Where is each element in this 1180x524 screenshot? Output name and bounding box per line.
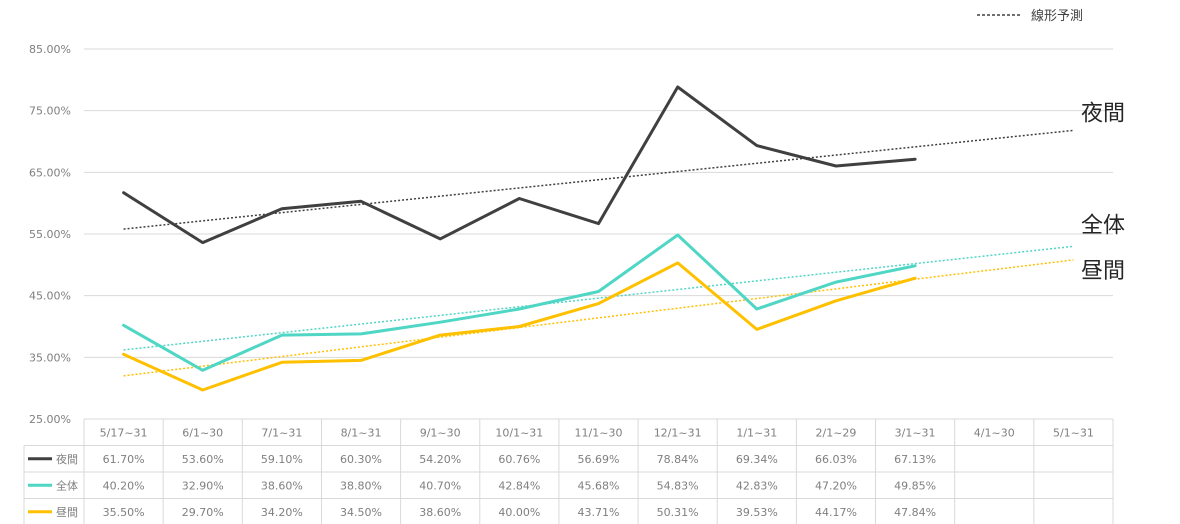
data-label: 34.50% <box>340 506 382 519</box>
x-tick-label: 2/1~29 <box>816 426 857 439</box>
data-label: 40.70% <box>419 479 461 492</box>
data-label: 61.70% <box>103 453 145 466</box>
x-tick-label: 4/1~30 <box>974 426 1015 439</box>
gridlines <box>84 48 1113 358</box>
data-label: 40.20% <box>103 479 145 492</box>
series-name: 全体 <box>56 478 78 492</box>
data-label: 39.53% <box>736 506 778 519</box>
data-label: 40.00% <box>498 506 540 519</box>
data-table: 5/17~31 6/1~30 7/1~31 8/1~31 9/1~30 10/1~31 11… <box>23 418 1114 524</box>
trend-line <box>123 129 1074 230</box>
data-label: 59.10% <box>261 453 303 466</box>
y-tick-label: 85.00% <box>29 43 71 56</box>
data-label: 42.83% <box>736 479 778 492</box>
series-lines <box>122 85 917 392</box>
trend-lines <box>123 129 1074 377</box>
data-label: 38.60% <box>261 479 303 492</box>
series-line <box>122 233 917 372</box>
data-label: 35.50% <box>103 506 145 519</box>
x-tick-label: 9/1~30 <box>420 426 461 439</box>
series-name: 夜間 <box>56 452 78 466</box>
y-tick-label: 65.00% <box>29 166 71 179</box>
data-label: 49.85% <box>894 479 936 492</box>
y-tick-label: 55.00% <box>29 228 71 241</box>
data-label: 38.60% <box>419 506 461 519</box>
data-label: 78.84% <box>657 453 699 466</box>
data-label: 38.80% <box>340 479 382 492</box>
y-tick-label: 75.00% <box>29 105 71 118</box>
series-end-label: 昼間 <box>1081 259 1125 284</box>
data-label: 45.68% <box>578 479 620 492</box>
x-tick-label: 8/1~31 <box>341 426 382 439</box>
x-tick-label: 12/1~31 <box>654 426 702 439</box>
series-end-label: 夜間 <box>1081 101 1125 126</box>
data-label: 42.84% <box>498 479 540 492</box>
series-line <box>122 261 917 392</box>
data-label: 66.03% <box>815 453 857 466</box>
data-label: 32.90% <box>182 479 224 492</box>
data-label: 69.34% <box>736 453 778 466</box>
data-label: 67.13% <box>894 453 936 466</box>
y-axis: 25.00% 35.00% 45.00% 55.00% 65.00% 75.00% 85.0… <box>29 43 71 426</box>
legend: 線形予測 <box>977 8 1083 24</box>
y-tick-label: 45.00% <box>29 290 71 303</box>
x-tick-label: 5/17~31 <box>100 426 148 439</box>
data-label: 54.20% <box>419 453 461 466</box>
data-label: 34.20% <box>261 506 303 519</box>
x-tick-label: 6/1~30 <box>182 426 223 439</box>
legend-trend-label: 線形予測 <box>1031 8 1083 24</box>
data-label: 53.60% <box>182 453 224 466</box>
data-label: 60.30% <box>340 453 382 466</box>
x-tick-label: 11/1~30 <box>575 426 623 439</box>
series-name: 昼間 <box>56 506 78 519</box>
data-label: 44.17% <box>815 506 857 519</box>
y-tick-label: 25.00% <box>29 413 71 426</box>
x-tick-label: 7/1~31 <box>261 426 302 439</box>
x-tick-label: 5/1~31 <box>1053 426 1094 439</box>
x-tick-label: 1/1~31 <box>736 426 777 439</box>
data-label: 56.69% <box>578 453 620 466</box>
trend-line <box>123 245 1074 351</box>
x-tick-label: 3/1~31 <box>895 426 936 439</box>
data-label: 50.31% <box>657 506 699 519</box>
trend-line <box>123 259 1074 377</box>
series-end-label: 全体 <box>1081 213 1125 238</box>
data-label: 47.84% <box>894 506 936 519</box>
series-line <box>122 85 917 245</box>
data-label: 43.71% <box>578 506 620 519</box>
data-label: 29.70% <box>182 506 224 519</box>
x-tick-label: 10/1~31 <box>495 426 543 439</box>
y-tick-label: 35.00% <box>29 351 71 364</box>
data-label: 60.76% <box>498 453 540 466</box>
data-label: 54.83% <box>657 479 699 492</box>
data-label: 47.20% <box>815 479 857 492</box>
